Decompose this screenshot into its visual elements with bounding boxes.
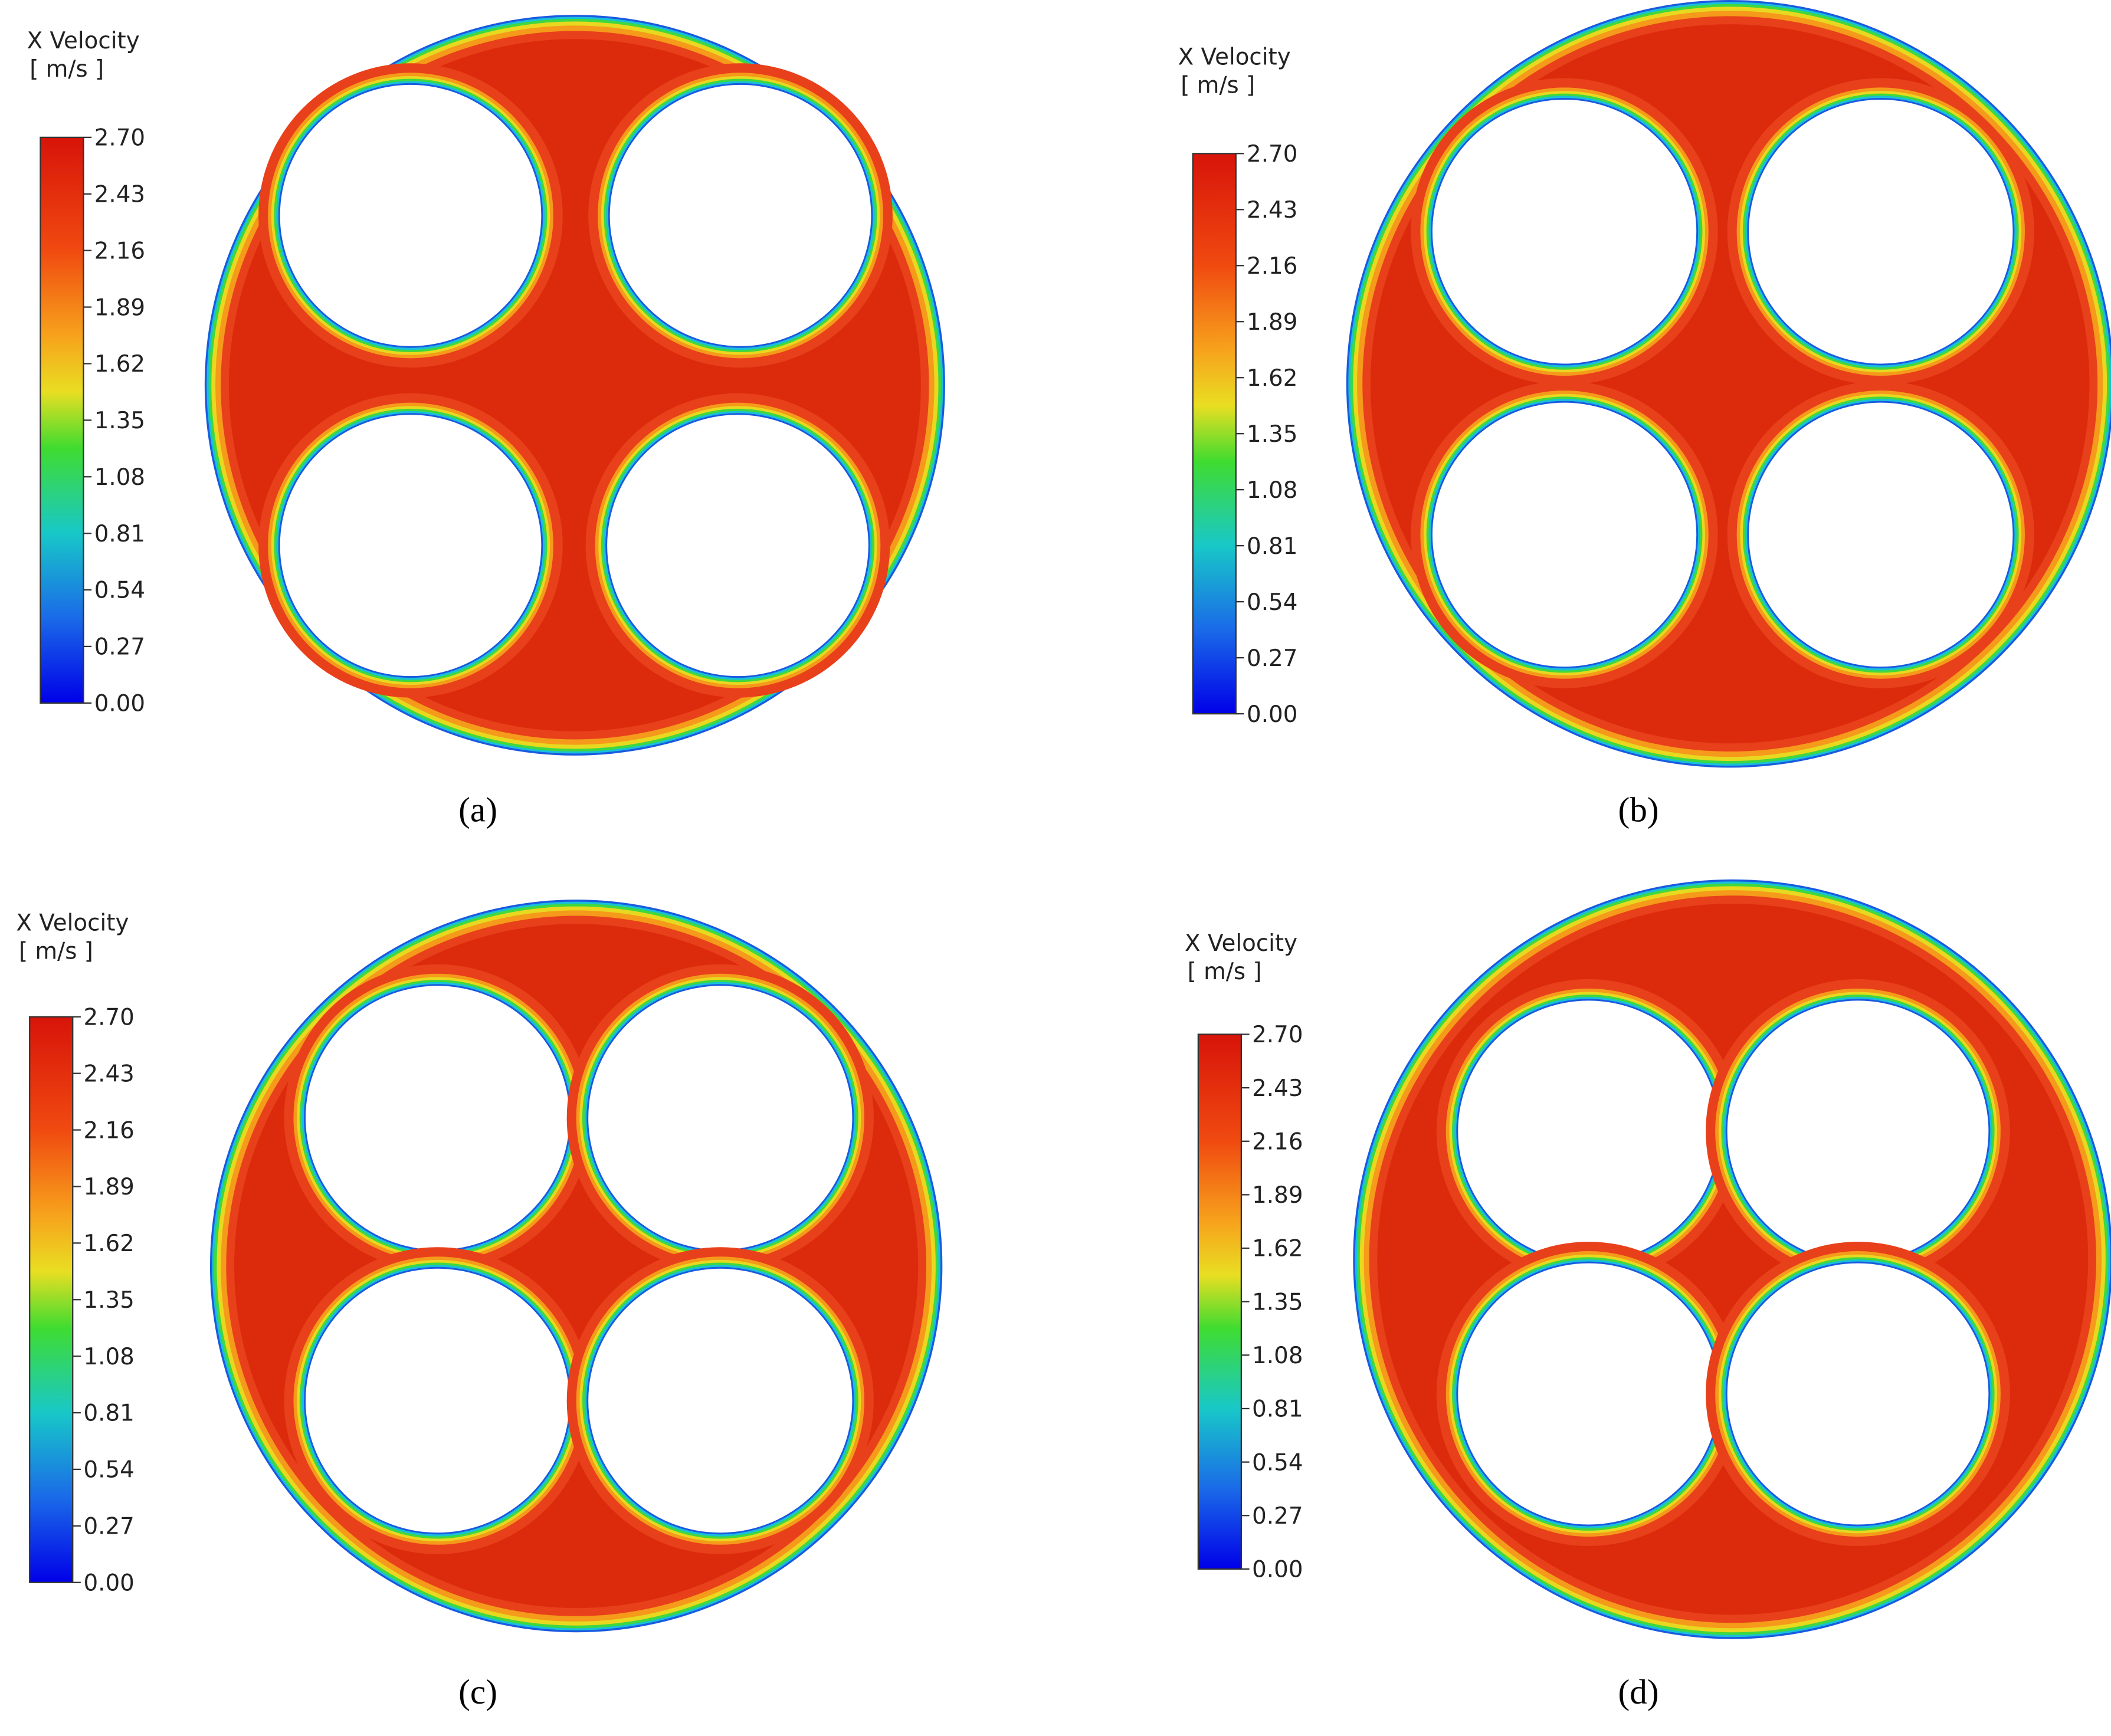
tube-boundary bbox=[280, 84, 542, 346]
colorbar-tick-label: 1.62 bbox=[1252, 1236, 1303, 1262]
colorbar-tick-label: 2.70 bbox=[94, 125, 145, 152]
legend-unit: [ m/s ] bbox=[29, 56, 104, 83]
colorbar-tick-label: 2.43 bbox=[83, 1061, 134, 1087]
colorbar-tick-label: 0.00 bbox=[1252, 1557, 1303, 1583]
tube-boundary bbox=[588, 1268, 853, 1533]
colorbar-tick-label: 1.08 bbox=[83, 1344, 134, 1370]
contour-band bbox=[1377, 904, 2089, 1615]
colorbar-tick-label: 0.27 bbox=[1247, 645, 1297, 672]
tube-boundary bbox=[305, 1268, 570, 1533]
legend-title: X Velocity bbox=[1185, 930, 1297, 957]
colorbar-tick-label: 1.89 bbox=[94, 294, 145, 321]
tube-boundary bbox=[607, 415, 868, 677]
colorbar-tick-label: 2.43 bbox=[1247, 197, 1297, 224]
legend-unit: [ m/s ] bbox=[1181, 73, 1255, 99]
panel-caption: (c) bbox=[458, 1672, 497, 1711]
colorbar-tick-label: 0.00 bbox=[83, 1570, 134, 1596]
colorbar-tick-label: 2.16 bbox=[1252, 1128, 1303, 1155]
colorbar-tick-label: 0.81 bbox=[1247, 533, 1297, 560]
tube-boundary bbox=[1727, 1263, 1989, 1525]
tube-boundary bbox=[1749, 402, 2013, 667]
colorbar-tick-label: 2.16 bbox=[94, 238, 145, 264]
colorbar-tick-label: 1.62 bbox=[1247, 365, 1297, 392]
colorbar-tick-label: 2.43 bbox=[1252, 1075, 1303, 1102]
colorbar-tick-label: 0.81 bbox=[83, 1400, 134, 1427]
tube-boundary bbox=[305, 986, 570, 1250]
colorbar-tick-label: 0.00 bbox=[94, 691, 145, 717]
tube-boundary bbox=[1458, 1263, 1719, 1525]
colorbar bbox=[29, 1016, 74, 1583]
legend-title: X Velocity bbox=[1178, 44, 1291, 71]
colorbar-tick-label: 1.89 bbox=[1252, 1182, 1303, 1209]
panel-caption: (d) bbox=[1618, 1672, 1658, 1711]
colorbar-tick-label: 0.81 bbox=[94, 521, 145, 547]
legend-unit: [ m/s ] bbox=[1188, 959, 1262, 985]
legend-title: X Velocity bbox=[27, 28, 140, 54]
colorbar bbox=[1197, 1033, 1243, 1570]
colorbar-tick-label: 1.08 bbox=[94, 464, 145, 491]
colorbar-tick-label: 1.35 bbox=[83, 1287, 134, 1314]
tube-boundary bbox=[1458, 1000, 1719, 1262]
panel: X Velocity[ m/s ] 2.70 2.43 2.16 1.89 1.62 1.3… bbox=[16, 900, 943, 1711]
colorbar-tick-label: 2.70 bbox=[1247, 141, 1297, 168]
colorbar-tick-label: 2.70 bbox=[83, 1004, 134, 1031]
colorbar-tick-label: 1.62 bbox=[83, 1230, 134, 1257]
panel: X Velocity[ m/s ] 2.70 2.43 2.16 1.89 1.62 1.3… bbox=[1178, 0, 2111, 829]
colorbar-tick-label: 0.00 bbox=[1247, 701, 1297, 728]
colorbar-tick-label: 0.54 bbox=[1252, 1449, 1303, 1476]
tube-boundary bbox=[1432, 402, 1697, 667]
colorbar-tick-label: 1.08 bbox=[1252, 1343, 1303, 1369]
contour-field bbox=[1346, 0, 2111, 768]
colorbar-tick-label: 0.54 bbox=[83, 1457, 134, 1484]
colorbar-tick-label: 1.62 bbox=[94, 351, 145, 378]
colorbar-tick-label: 1.89 bbox=[1247, 309, 1297, 336]
tube-boundary bbox=[609, 84, 871, 346]
colorbar-tick-label: 1.35 bbox=[94, 408, 145, 434]
colorbar-tick-label: 0.54 bbox=[1247, 589, 1297, 616]
colorbar bbox=[1192, 153, 1237, 715]
tube-boundary bbox=[1432, 99, 1697, 364]
contour-field bbox=[204, 15, 945, 756]
legend-title: X Velocity bbox=[16, 910, 129, 937]
panel: X Velocity[ m/s ] 2.70 2.43 2.16 1.89 1.62 1.3… bbox=[27, 15, 945, 829]
tube-boundary bbox=[588, 986, 853, 1250]
legend-unit: [ m/s ] bbox=[19, 938, 93, 965]
tube-boundary bbox=[1749, 99, 2013, 364]
contour-field bbox=[209, 900, 943, 1633]
panel-caption: (a) bbox=[458, 790, 497, 829]
colorbar-tick-label: 2.70 bbox=[1252, 1022, 1303, 1048]
panel-caption: (b) bbox=[1618, 790, 1658, 829]
colorbar-tick-label: 1.35 bbox=[1252, 1289, 1303, 1315]
panel: X Velocity[ m/s ] 2.70 2.43 2.16 1.89 1.62 1.3… bbox=[1185, 880, 2111, 1711]
tube-boundary bbox=[280, 415, 542, 677]
colorbar-tick-label: 1.08 bbox=[1247, 477, 1297, 504]
colorbar-tick-label: 2.16 bbox=[83, 1117, 134, 1144]
colorbar bbox=[40, 136, 84, 704]
colorbar-tick-label: 0.27 bbox=[94, 634, 145, 661]
colorbar-tick-label: 2.16 bbox=[1247, 253, 1297, 280]
colorbar-tick-label: 2.43 bbox=[94, 181, 145, 208]
colorbar-tick-label: 0.81 bbox=[1252, 1396, 1303, 1423]
contour-field bbox=[1353, 880, 2111, 1639]
colorbar-tick-label: 0.27 bbox=[83, 1514, 134, 1540]
colorbar-tick-label: 0.54 bbox=[94, 577, 145, 604]
colorbar-tick-label: 1.89 bbox=[83, 1174, 134, 1200]
colorbar-tick-label: 0.27 bbox=[1252, 1503, 1303, 1530]
colorbar-tick-label: 1.35 bbox=[1247, 421, 1297, 448]
tube-boundary bbox=[1727, 1000, 1989, 1262]
